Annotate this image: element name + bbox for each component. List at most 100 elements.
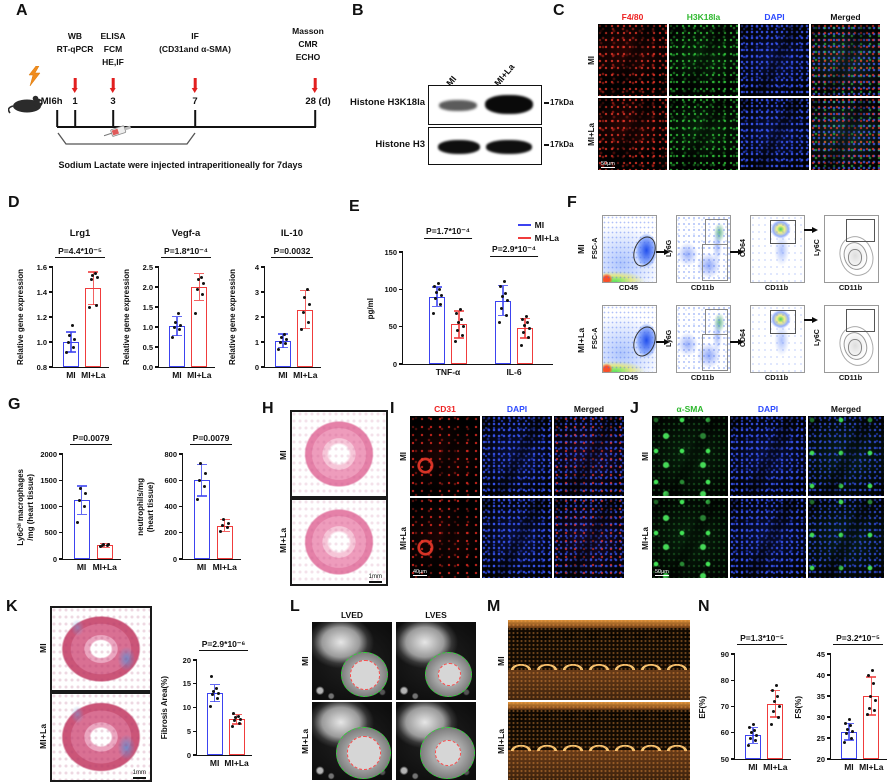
red-arrow-icon	[313, 78, 317, 88]
epicardium-contour	[424, 651, 473, 698]
error-bar	[70, 332, 72, 352]
data-point	[749, 736, 753, 740]
micrograph-C-MI+La-Merged	[811, 98, 880, 170]
legend-label: MI	[534, 220, 545, 230]
y-tick-label: 400	[164, 502, 177, 511]
y-tick	[260, 341, 265, 343]
data-point	[460, 334, 464, 338]
data-point	[748, 726, 752, 729]
data-point	[519, 343, 523, 347]
timeline-mi-label: MI	[40, 96, 52, 107]
column-header-CD31: CD31	[434, 404, 456, 414]
micrograph-J-MI+La-Merged	[808, 498, 884, 578]
data-point	[461, 325, 465, 329]
flow-plot-group: CD64 CD11b	[740, 215, 806, 297]
data-point	[217, 691, 221, 695]
data-point	[209, 705, 213, 709]
error-cap	[770, 716, 781, 718]
error-bar	[200, 464, 203, 496]
he-row-label-MI-La: MI+La	[278, 527, 288, 553]
data-point	[216, 696, 220, 700]
micrograph-C-MI+La-H3K18la	[669, 98, 738, 170]
flow-y-axis-label: Ly6G	[666, 329, 673, 347]
error-bar	[213, 684, 216, 702]
y-tick-label: 600	[164, 475, 177, 485]
y-tick	[730, 705, 735, 708]
data-point	[107, 543, 111, 547]
error-bar	[774, 690, 776, 717]
y-tick-label: 15	[182, 679, 191, 689]
blot-kda-label: 17kDa	[544, 140, 574, 149]
x-label-TNF-α: TNF-α	[435, 367, 461, 377]
plot-area: 0.0 0.5 1.0 1.5 2.0 2.5 MI MI+La	[143, 263, 215, 380]
data-point	[173, 325, 177, 329]
row-label-text: MI+La	[586, 122, 596, 146]
row-label: MI+La	[586, 98, 596, 170]
data-point	[193, 311, 197, 315]
panel-J-grid: α-SMA DAPI Merged MI MI+La 50μm	[640, 404, 884, 580]
flow-plot-group: Ly6G CD11b	[666, 305, 732, 387]
y-tick-label: 800	[164, 449, 177, 459]
flow-arrow-icon	[656, 338, 670, 345]
x-label-MI+La: MI+La	[212, 562, 237, 572]
y-tick	[730, 758, 735, 760]
y-tick-label: 0	[186, 750, 191, 760]
error-bar	[235, 714, 238, 725]
flow-x-axis-label: CD11b	[764, 283, 789, 292]
flow-plot-CD64-vs-CD11b	[750, 305, 805, 373]
data-point	[67, 340, 71, 344]
error-bar	[436, 287, 438, 307]
panel-label-M: M	[487, 598, 501, 615]
error-cap	[520, 317, 530, 320]
data-point	[437, 287, 441, 291]
timeline-tickmark	[112, 110, 114, 127]
timeline-day7-assays: IF (CD31and α-SMA)	[159, 31, 231, 54]
flow-x-axis-label: CD11b	[764, 373, 789, 382]
data-point	[747, 744, 751, 748]
data-point	[524, 315, 528, 319]
y-tick-label: 60	[720, 728, 729, 738]
error-bar	[92, 272, 94, 305]
data-point	[870, 669, 874, 673]
endocardium-contour	[350, 659, 381, 690]
panel-label-B: B	[352, 2, 364, 19]
column-header-DAPI: DAPI	[757, 404, 779, 414]
data-point	[866, 673, 870, 677]
y-tick-label: 1.6	[36, 262, 47, 272]
data-point	[459, 317, 463, 321]
scale-bar: 1mm	[132, 770, 146, 779]
row-label: MI+La	[640, 498, 650, 578]
flow-plot-group: Ly6G CD11b	[666, 215, 732, 297]
data-point	[231, 725, 235, 728]
error-cap	[300, 290, 311, 292]
y-axis-label: Relative gene expression	[122, 267, 132, 368]
data-point	[846, 728, 850, 732]
y-axis-label: neutrophils/mg (heart tissue)	[136, 454, 156, 560]
data-point	[849, 723, 853, 727]
blot-band-MI	[439, 100, 477, 111]
y-tick	[178, 479, 183, 481]
data-point	[199, 461, 203, 465]
panel-label-J: J	[630, 400, 639, 417]
cmr-image-MI-La-LVED	[312, 702, 392, 780]
grid-row-MI: MI	[586, 24, 880, 96]
endocardium-contour	[346, 735, 382, 770]
y-axis-label: FS(%)	[794, 654, 804, 760]
data-point	[284, 341, 288, 345]
y-tick-label: 0	[172, 554, 177, 564]
legend-swatch	[517, 236, 531, 240]
error-bar	[176, 316, 178, 336]
x-label-MI: MI	[278, 370, 288, 380]
blot-box-h3k18la	[428, 85, 542, 125]
row-label: MI	[586, 24, 596, 96]
data-point	[305, 288, 309, 291]
y-tick	[826, 674, 831, 676]
y-tick	[48, 266, 53, 268]
masson-image-MI-La: 1mm	[50, 692, 152, 782]
data-point	[497, 321, 501, 325]
data-point	[433, 296, 437, 300]
y-tick-label: 40	[816, 670, 825, 680]
data-point	[301, 310, 305, 314]
gate-box	[770, 219, 797, 245]
p-value-row: P=2.9*10⁻⁶	[196, 634, 251, 652]
